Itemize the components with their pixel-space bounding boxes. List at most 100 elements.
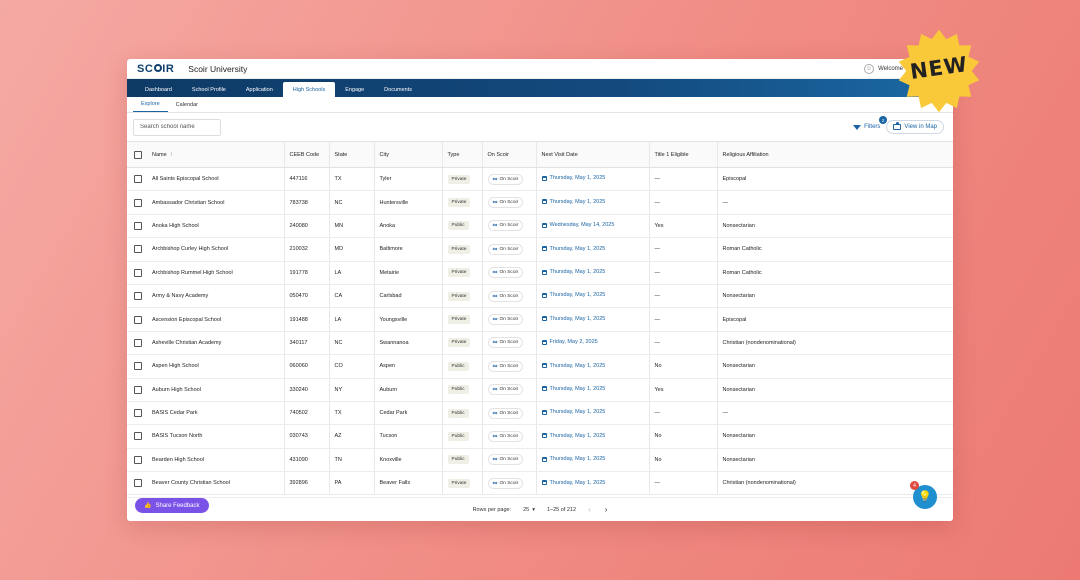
row-checkbox[interactable] <box>134 268 142 277</box>
school-name[interactable]: All Saints Episcopal School <box>147 167 285 192</box>
next-visit-date[interactable]: Thursday, May 1, 2025 <box>541 175 605 181</box>
next-visit-date[interactable]: Thursday, May 1, 2025 <box>541 386 605 392</box>
next-page-icon[interactable]: › <box>604 505 608 514</box>
title-1-eligible: — <box>649 331 718 356</box>
next-visit-date[interactable]: Thursday, May 1, 2025 <box>541 409 605 415</box>
view-in-map-button[interactable]: View in Map <box>886 120 944 134</box>
next-visit-date[interactable]: Thursday, May 1, 2025 <box>541 246 605 252</box>
on-scoir-label: On Scoir <box>499 433 519 439</box>
table-row[interactable]: All Saints Episcopal School 447116 TX Ty… <box>127 167 953 192</box>
col-type[interactable]: Type <box>442 141 483 168</box>
religious-affiliation: — <box>717 401 953 426</box>
tab-explore[interactable]: Explore <box>133 101 168 112</box>
col-state[interactable]: State <box>329 141 375 168</box>
school-name[interactable]: BASIS Tucson North <box>147 424 285 449</box>
row-checkbox[interactable] <box>134 338 142 347</box>
table-row[interactable]: Beaver County Christian School 392896 PA… <box>127 471 953 496</box>
title-1-eligible: — <box>649 471 718 496</box>
next-visit-date[interactable]: Thursday, May 1, 2025 <box>541 363 605 369</box>
row-select-cell <box>127 424 147 449</box>
school-name[interactable]: Army & Navy Academy <box>147 284 285 309</box>
next-visit-date[interactable]: Thursday, May 1, 2025 <box>541 269 605 275</box>
next-visit-date[interactable]: Thursday, May 1, 2025 <box>541 199 605 205</box>
col-next-visit-date[interactable]: Next Visit Date <box>536 141 650 168</box>
row-checkbox[interactable] <box>134 455 142 464</box>
table-row[interactable]: Archbishop Rummel High School 191778 LA … <box>127 261 953 285</box>
table-row[interactable]: BASIS Cedar Park 740502 TX Cedar Park Pu… <box>127 401 953 426</box>
search-input[interactable] <box>133 118 221 136</box>
row-checkbox[interactable] <box>134 198 142 207</box>
state: TX <box>329 167 375 192</box>
next-visit-date[interactable]: Thursday, May 1, 2025 <box>541 456 605 462</box>
school-name[interactable]: Ambassador Christian School <box>147 190 285 215</box>
school-name[interactable]: Archbishop Curley High School <box>147 237 285 262</box>
table-row[interactable]: Bearden High School 431090 TN Knoxville … <box>127 448 953 473</box>
next-visit-date[interactable]: Wednesday, May 14, 2025 <box>541 222 614 228</box>
col-ceeb-code[interactable]: CEEB Code <box>284 141 330 168</box>
nav-application[interactable]: Application <box>245 86 273 93</box>
calendar-icon <box>541 199 547 205</box>
table-row[interactable]: Auburn High School 330240 NY Auburn Publ… <box>127 378 953 402</box>
row-checkbox[interactable] <box>134 292 142 301</box>
nav-documents[interactable]: Documents <box>384 86 412 93</box>
school-name[interactable]: Archbishop Rummel High School <box>147 261 285 285</box>
main-nav: Dashboard School Profile Application Hig… <box>127 79 953 97</box>
school-name[interactable]: Bearden High School <box>147 448 285 473</box>
next-visit-date[interactable]: Thursday, May 1, 2025 <box>541 292 605 298</box>
table-row[interactable]: Ascension Episcopal School 191488 LA You… <box>127 307 953 332</box>
nav-high-schools[interactable]: High Schools <box>282 82 336 97</box>
welcome-label: Welcome <box>878 65 903 72</box>
row-checkbox[interactable] <box>134 409 142 418</box>
row-checkbox[interactable] <box>134 479 142 488</box>
school-name[interactable]: Aspen High School <box>147 354 285 379</box>
table-row[interactable]: Anoka High School 240080 MN Anoka Public… <box>127 214 953 239</box>
school-name[interactable]: Beaver County Christian School <box>147 471 285 496</box>
school-name[interactable]: BASIS Cedar Park <box>147 401 285 426</box>
state: AZ <box>329 424 375 449</box>
rows-per-page-select[interactable]: 25 ▾ <box>523 507 535 513</box>
nav-engage[interactable]: Engage <box>345 86 365 93</box>
col-on-scoir[interactable]: On Scoir <box>482 141 537 168</box>
select-all-checkbox[interactable] <box>134 150 142 159</box>
table-row[interactable]: Aspen High School 060060 CO Aspen Public… <box>127 354 953 379</box>
table-row[interactable]: Ambassador Christian School 783738 NC Hu… <box>127 190 953 215</box>
state: NC <box>329 190 375 215</box>
school-name[interactable]: Ascension Episcopal School <box>147 307 285 332</box>
row-checkbox[interactable] <box>134 245 142 254</box>
col-religious-affiliation[interactable]: Religious Affiliation <box>717 141 953 168</box>
col-city[interactable]: City <box>374 141 443 168</box>
nav-dashboard[interactable]: Dashboard <box>145 86 172 93</box>
table-row[interactable]: Army & Navy Academy 050470 CA Carlsbad P… <box>127 284 953 309</box>
user-menu[interactable]: ☺ Welcome <box>864 63 903 74</box>
share-feedback-button[interactable]: 👍 Share Feedback <box>135 498 209 513</box>
table-row[interactable]: BASIS Tucson North 030743 AZ Tucson Publ… <box>127 424 953 449</box>
next-visit-date[interactable]: Friday, May 2, 2025 <box>541 339 598 345</box>
link-icon: ∞ <box>492 339 498 347</box>
previous-page-icon[interactable]: ‹ <box>588 505 591 514</box>
school-name[interactable]: Anoka High School <box>147 214 285 239</box>
next-visit-date[interactable]: Thursday, May 1, 2025 <box>541 316 605 322</box>
calendar-icon <box>541 246 547 252</box>
table-row[interactable]: Archbishop Curley High School 210032 MD … <box>127 237 953 262</box>
on-scoir-label: On Scoir <box>499 480 519 486</box>
tab-calendar[interactable]: Calendar <box>175 102 198 108</box>
table-row[interactable]: Asheville Christian Academy 340117 NC Sw… <box>127 331 953 356</box>
scoir-logo[interactable]: SC IR <box>137 62 175 75</box>
help-button[interactable]: 4 💡 <box>910 481 937 509</box>
school-name[interactable]: Auburn High School <box>147 378 285 402</box>
school-name[interactable]: Asheville Christian Academy <box>147 331 285 356</box>
next-visit-date[interactable]: Thursday, May 1, 2025 <box>541 433 605 439</box>
row-checkbox[interactable] <box>134 175 142 184</box>
sort-ascending-icon[interactable]: ↑ <box>169 151 173 158</box>
nav-school-profile[interactable]: School Profile <box>191 86 226 93</box>
row-checkbox[interactable] <box>134 385 142 394</box>
next-visit-date[interactable]: Thursday, May 1, 2025 <box>541 480 605 486</box>
col-name[interactable]: Name ↑ <box>147 141 285 168</box>
col-title-1-eligible[interactable]: Title 1 Eligible <box>649 141 718 168</box>
row-checkbox[interactable] <box>134 362 142 371</box>
row-checkbox[interactable] <box>134 315 142 324</box>
row-checkbox[interactable] <box>134 221 142 230</box>
type-cell: Public <box>442 354 483 379</box>
filters-button[interactable]: Filters 2 <box>853 116 888 130</box>
row-checkbox[interactable] <box>134 432 142 441</box>
